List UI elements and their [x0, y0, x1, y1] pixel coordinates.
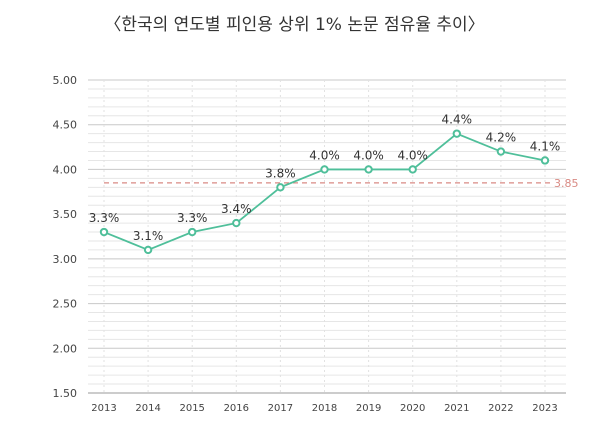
y-tick-label: 3.00 — [53, 253, 78, 266]
label-layer: 3.3% 3.1% 3.3% 3.4% 3.8% 4.0% 4.0% 4.0% 4.4% 4.2%… — [89, 113, 561, 243]
y-tick-label: 5.00 — [53, 74, 78, 87]
data-label: 4.0% — [397, 148, 428, 162]
data-label: 3.4% — [221, 202, 252, 216]
reference-line-label: 3.85 — [554, 177, 579, 190]
data-point — [143, 245, 153, 255]
x-tick-label: 2014 — [135, 403, 160, 414]
y-tick-label: 4.50 — [53, 119, 78, 132]
y-tick-label: 3.50 — [53, 208, 78, 221]
x-tick-label: 2015 — [179, 403, 204, 414]
data-label: 4.0% — [309, 148, 340, 162]
data-label: 3.3% — [177, 211, 208, 225]
x-tick-label: 2022 — [488, 403, 513, 414]
x-tick-label: 2019 — [356, 403, 381, 414]
reference-layer: 3.85 — [104, 177, 579, 190]
y-tick-label: 2.50 — [53, 298, 78, 311]
data-label: 4.2% — [486, 131, 517, 145]
data-point — [320, 165, 329, 174]
y-tick-label: 4.00 — [53, 163, 78, 176]
data-point — [452, 129, 461, 138]
data-point — [496, 147, 506, 156]
x-tick-label: 2021 — [444, 403, 469, 414]
data-point — [188, 227, 197, 237]
data-point — [364, 165, 373, 174]
y-tick-label: 1.50 — [53, 387, 78, 400]
data-label: 4.0% — [353, 148, 384, 162]
x-tick-label: 2017 — [268, 403, 293, 414]
data-point — [408, 165, 417, 174]
data-label: 3.1% — [133, 229, 164, 243]
x-tick-label: 2013 — [91, 403, 116, 414]
data-point — [276, 183, 285, 192]
data-label: 3.8% — [265, 166, 296, 180]
chart-title: 〈한국의 연도별 피인용 상위 1% 논문 점유율 추이〉 — [104, 15, 485, 35]
x-tick-label: 2018 — [312, 403, 337, 414]
x-tick-label: 2016 — [224, 403, 249, 414]
y-tick-label: 2.00 — [53, 342, 78, 355]
data-point — [232, 218, 241, 228]
data-point — [99, 227, 109, 237]
data-label: 3.3% — [89, 211, 120, 225]
x-tick-label: 2020 — [400, 403, 425, 414]
grid-layer — [88, 79, 566, 394]
data-label: 4.1% — [530, 139, 561, 153]
data-point — [540, 156, 550, 165]
data-label: 4.4% — [442, 113, 473, 127]
x-tick-label: 2023 — [532, 403, 557, 414]
axis-layer: 5.00 4.50 4.00 3.50 3.00 2.50 2.00 1.50 2013 2014… — [53, 74, 566, 414]
series-layer — [99, 129, 550, 255]
